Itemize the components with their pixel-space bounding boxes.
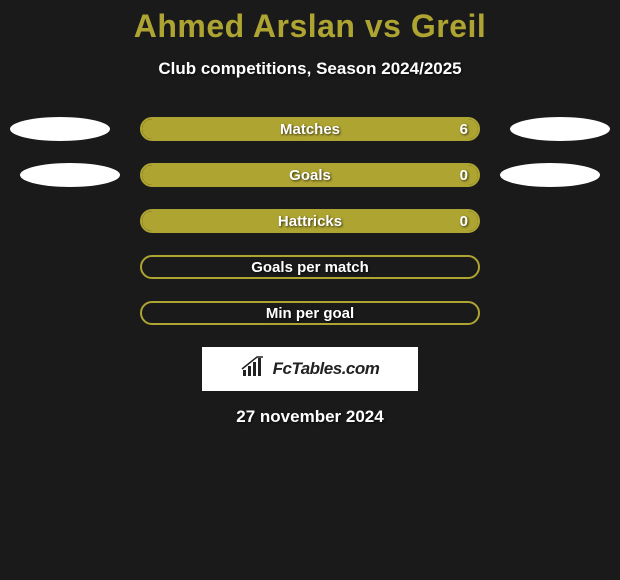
stat-value: 0	[460, 167, 468, 184]
stat-label: Goals per match	[251, 259, 369, 276]
logo-inner: FcTables.com	[241, 356, 380, 383]
date-label: 27 november 2024	[0, 407, 620, 427]
stats-block: Matches 6 Goals 0 Hattricks 0 Goals per …	[0, 117, 620, 325]
page-title: Ahmed Arslan vs Greil	[0, 8, 620, 45]
stat-bar-goals-per-match: Goals per match	[140, 255, 480, 279]
stat-bar-matches: Matches 6	[140, 117, 480, 141]
chart-bars-icon	[241, 356, 269, 383]
stat-label: Hattricks	[278, 213, 342, 230]
stat-bar-hattricks: Hattricks 0	[140, 209, 480, 233]
stat-value: 6	[460, 121, 468, 138]
stat-bar-min-per-goal: Min per goal	[140, 301, 480, 325]
stat-label: Matches	[280, 121, 340, 138]
stat-row: Goals 0	[0, 163, 620, 187]
stat-value: 0	[460, 213, 468, 230]
stat-bar-goals: Goals 0	[140, 163, 480, 187]
stat-label: Min per goal	[266, 305, 354, 322]
infographic-container: Ahmed Arslan vs Greil Club competitions,…	[0, 0, 620, 427]
logo-badge: FcTables.com	[202, 347, 418, 391]
subtitle: Club competitions, Season 2024/2025	[0, 59, 620, 79]
stat-row: Min per goal	[0, 301, 620, 325]
stat-row: Goals per match	[0, 255, 620, 279]
logo-text: FcTables.com	[273, 359, 380, 379]
stat-label: Goals	[289, 167, 331, 184]
stat-row: Matches 6	[0, 117, 620, 141]
stat-row: Hattricks 0	[0, 209, 620, 233]
